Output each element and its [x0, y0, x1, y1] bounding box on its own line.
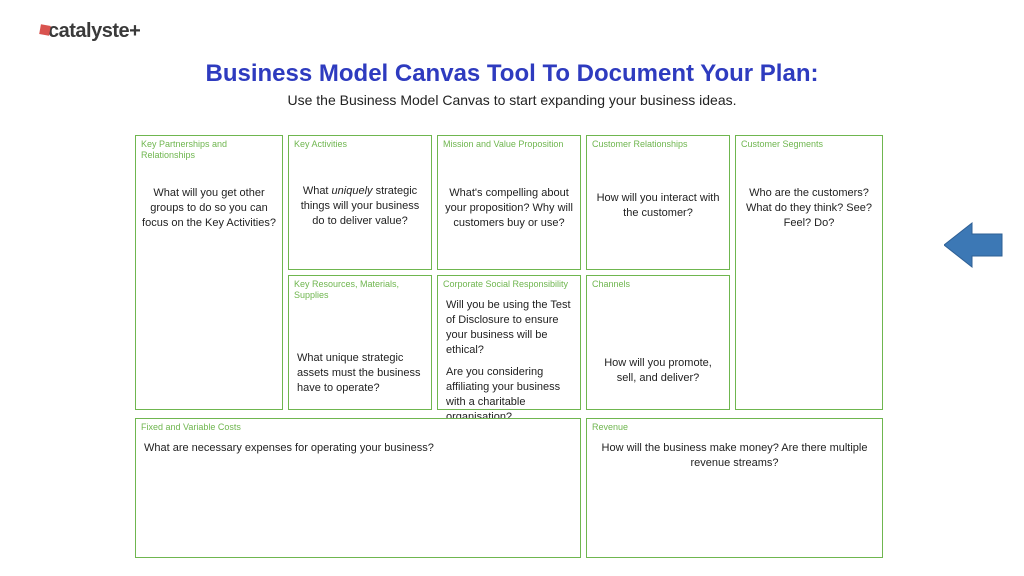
- box-key-activities: Key Activities What uniquely strategic t…: [288, 135, 432, 270]
- box-title: Key Resources, Materials, Supplies: [289, 276, 431, 301]
- box-body: How will you promote, sell, and deliver?: [593, 356, 723, 386]
- box-customer-segments: Customer Segments Who are the customers?…: [735, 135, 883, 410]
- box-key-partnerships: Key Partnerships and Relationships What …: [135, 135, 283, 410]
- business-model-canvas: Key Partnerships and Relationships What …: [135, 135, 875, 555]
- box-body: Who are the customers? What do they thin…: [742, 186, 876, 231]
- box-costs: Fixed and Variable Costs What are necess…: [135, 418, 581, 558]
- box-title: Key Activities: [289, 136, 431, 150]
- box-mission: Mission and Value Proposition What's com…: [437, 135, 581, 270]
- csr-paragraph-2: Are you considering affiliating your bus…: [446, 365, 572, 424]
- box-body: What will you get other groups to do so …: [142, 186, 276, 231]
- box-key-resources: Key Resources, Materials, Supplies What …: [288, 275, 432, 410]
- box-title: Mission and Value Proposition: [438, 136, 580, 150]
- page-title: Business Model Canvas Tool To Document Y…: [0, 60, 1024, 88]
- box-body: What are necessary expenses for operatin…: [144, 441, 572, 456]
- box-title: Fixed and Variable Costs: [136, 419, 580, 433]
- box-body: What's compelling about your proposition…: [444, 186, 574, 231]
- box-title: Key Partnerships and Relationships: [136, 136, 282, 161]
- box-title: Channels: [587, 276, 729, 290]
- box-body: What unique strategic assets must the bu…: [297, 351, 423, 396]
- box-body: How will you interact with the customer?: [593, 191, 723, 221]
- box-revenue: Revenue How will the business make money…: [586, 418, 883, 558]
- brand-name: catalyste+: [48, 20, 140, 42]
- box-title: Customer Relationships: [587, 136, 729, 150]
- page-subtitle: Use the Business Model Canvas to start e…: [0, 92, 1024, 108]
- box-body: What uniquely strategic things will your…: [295, 184, 425, 229]
- box-channels: Channels How will you promote, sell, and…: [586, 275, 730, 410]
- box-csr: Corporate Social Responsibility Will you…: [437, 275, 581, 410]
- csr-paragraph-1: Will you be using the Test of Disclosure…: [446, 298, 572, 357]
- brand-logo: catalyste+: [40, 20, 140, 43]
- box-title: Customer Segments: [736, 136, 882, 150]
- box-body: How will the business make money? Are th…: [595, 441, 874, 471]
- box-customer-relationships: Customer Relationships How will you inte…: [586, 135, 730, 270]
- box-body: Will you be using the Test of Disclosure…: [446, 298, 572, 425]
- box-title: Corporate Social Responsibility: [438, 276, 580, 290]
- box-title: Revenue: [587, 419, 882, 433]
- logo-icon: [39, 24, 51, 36]
- left-arrow-icon: [944, 220, 1004, 270]
